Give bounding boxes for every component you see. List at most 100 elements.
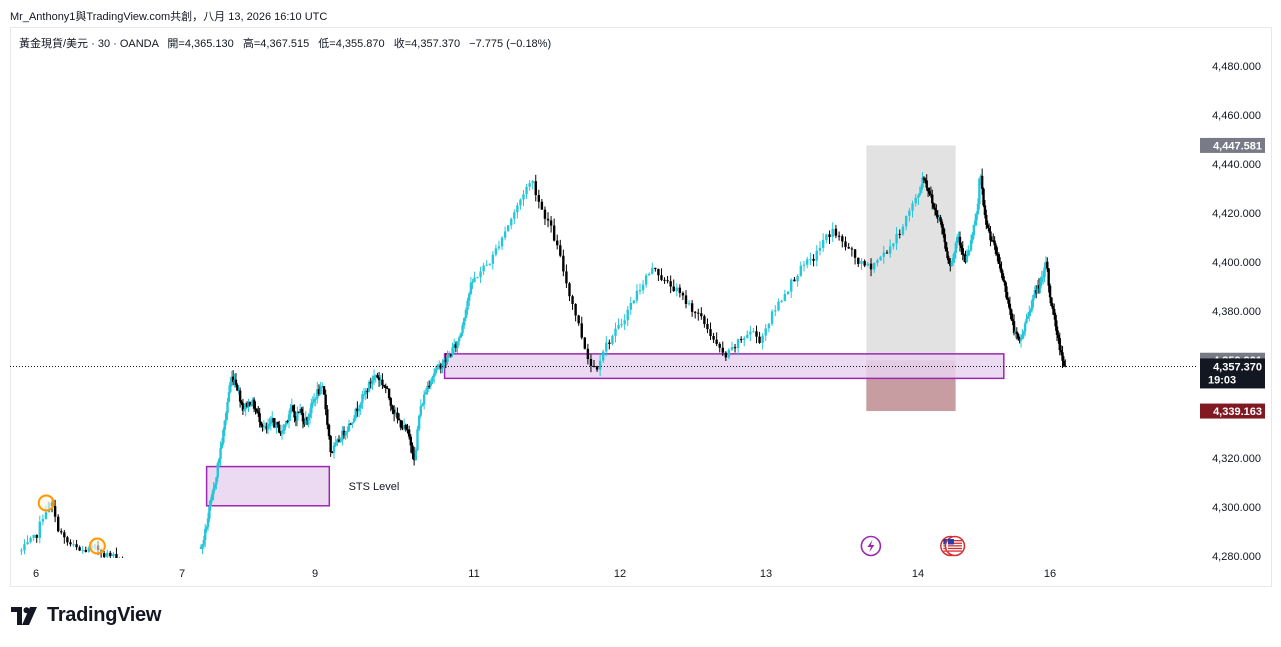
price-axis[interactable]: 4,280.0004,300.0004,320.0004,340.0004,36… xyxy=(1212,61,1261,563)
flag-stripe xyxy=(947,545,962,547)
tradingview-logo[interactable]: TradingView xyxy=(11,604,161,627)
candle-body xyxy=(262,426,266,428)
earnings-circle-icon[interactable] xyxy=(37,494,55,512)
candle-body xyxy=(421,404,424,407)
candle-body xyxy=(412,453,416,461)
candle xyxy=(1035,285,1038,299)
candle xyxy=(454,341,458,353)
candle-body xyxy=(793,279,796,282)
candle xyxy=(976,198,980,215)
candle xyxy=(697,308,700,321)
candle xyxy=(346,426,349,439)
candle-body xyxy=(837,235,841,237)
candle-body xyxy=(724,352,728,358)
candle-body xyxy=(279,432,282,434)
candle xyxy=(471,279,474,289)
candle-body xyxy=(488,263,491,265)
candle xyxy=(892,243,895,250)
candle xyxy=(473,271,476,283)
y-tick-label: 4,460.000 xyxy=(1212,110,1261,122)
candle xyxy=(614,322,617,343)
candle xyxy=(494,244,498,257)
candle xyxy=(230,370,233,387)
candle xyxy=(500,236,504,250)
candle xyxy=(623,314,626,330)
candle-body xyxy=(332,445,336,453)
candle xyxy=(764,323,767,342)
candle xyxy=(339,437,342,444)
candle xyxy=(546,212,550,228)
time-axis[interactable]: 6 7 9 11 12 13 14 16 xyxy=(33,568,1056,580)
candle xyxy=(922,176,926,184)
candle-body xyxy=(620,324,623,326)
candle xyxy=(112,551,115,558)
candle-body xyxy=(752,331,755,333)
candle xyxy=(873,262,876,273)
candle xyxy=(273,418,277,428)
candle xyxy=(1053,303,1056,320)
candle-body xyxy=(703,316,706,324)
candle-body xyxy=(919,187,923,194)
candle xyxy=(449,354,453,358)
candle-body xyxy=(1053,308,1056,315)
candle-body xyxy=(308,413,312,418)
candle-body xyxy=(958,236,962,246)
price-label-1: 4,447.581 xyxy=(1200,137,1265,153)
candle-body xyxy=(841,236,844,242)
candle xyxy=(1007,297,1010,308)
candle-body xyxy=(755,331,758,337)
candle-body xyxy=(780,300,783,302)
candle-body xyxy=(908,210,911,216)
candle xyxy=(259,421,263,428)
candle xyxy=(226,397,229,420)
candle xyxy=(882,245,885,264)
legend-symbol[interactable]: 黃金現貨/美元 · 30 · OANDA xyxy=(19,38,159,50)
candle xyxy=(602,349,605,364)
candle xyxy=(919,184,923,194)
candle xyxy=(357,405,361,418)
candle-body xyxy=(1018,338,1021,341)
candle-body xyxy=(449,354,453,356)
us-flag-icon[interactable] xyxy=(944,535,966,557)
candle-body xyxy=(638,290,642,292)
candle-body xyxy=(770,311,774,324)
candle-body xyxy=(997,254,1000,264)
candle-body xyxy=(223,420,226,430)
tradingview-logo-text: TradingView xyxy=(47,604,162,626)
legend-close: 收=4,357.370 xyxy=(393,38,461,50)
candle-body xyxy=(925,180,928,188)
earnings-circle-icon[interactable] xyxy=(88,537,106,555)
candle-body xyxy=(205,527,208,530)
candle xyxy=(552,218,556,242)
candle xyxy=(109,550,112,558)
price-label-3: 4,339.163 xyxy=(1200,403,1265,419)
candle-body xyxy=(240,401,243,404)
candle xyxy=(815,244,818,267)
zone-rect-1[interactable] xyxy=(205,465,331,507)
candle xyxy=(1044,256,1048,270)
candle-body xyxy=(206,518,210,528)
lightning-event-icon[interactable] xyxy=(860,535,882,557)
position-profit-zone[interactable] xyxy=(866,145,956,361)
candle xyxy=(863,259,866,268)
x-tick-label: 7 xyxy=(179,568,185,580)
candle xyxy=(237,384,240,395)
candle-body xyxy=(63,532,66,538)
candle xyxy=(617,318,620,330)
candle-body xyxy=(617,324,620,329)
candle-body xyxy=(357,408,361,412)
candle xyxy=(41,514,45,526)
candle xyxy=(394,407,397,417)
candle-body xyxy=(964,254,967,263)
candle xyxy=(422,390,426,410)
candle xyxy=(248,401,252,407)
candle xyxy=(953,250,956,264)
candle-body xyxy=(406,429,409,431)
candle xyxy=(382,384,386,389)
price-label-text: 4,339.163 xyxy=(1213,406,1262,418)
candle-body xyxy=(796,275,799,282)
candle-body xyxy=(568,283,571,297)
candle xyxy=(227,384,231,403)
candle xyxy=(204,523,207,548)
